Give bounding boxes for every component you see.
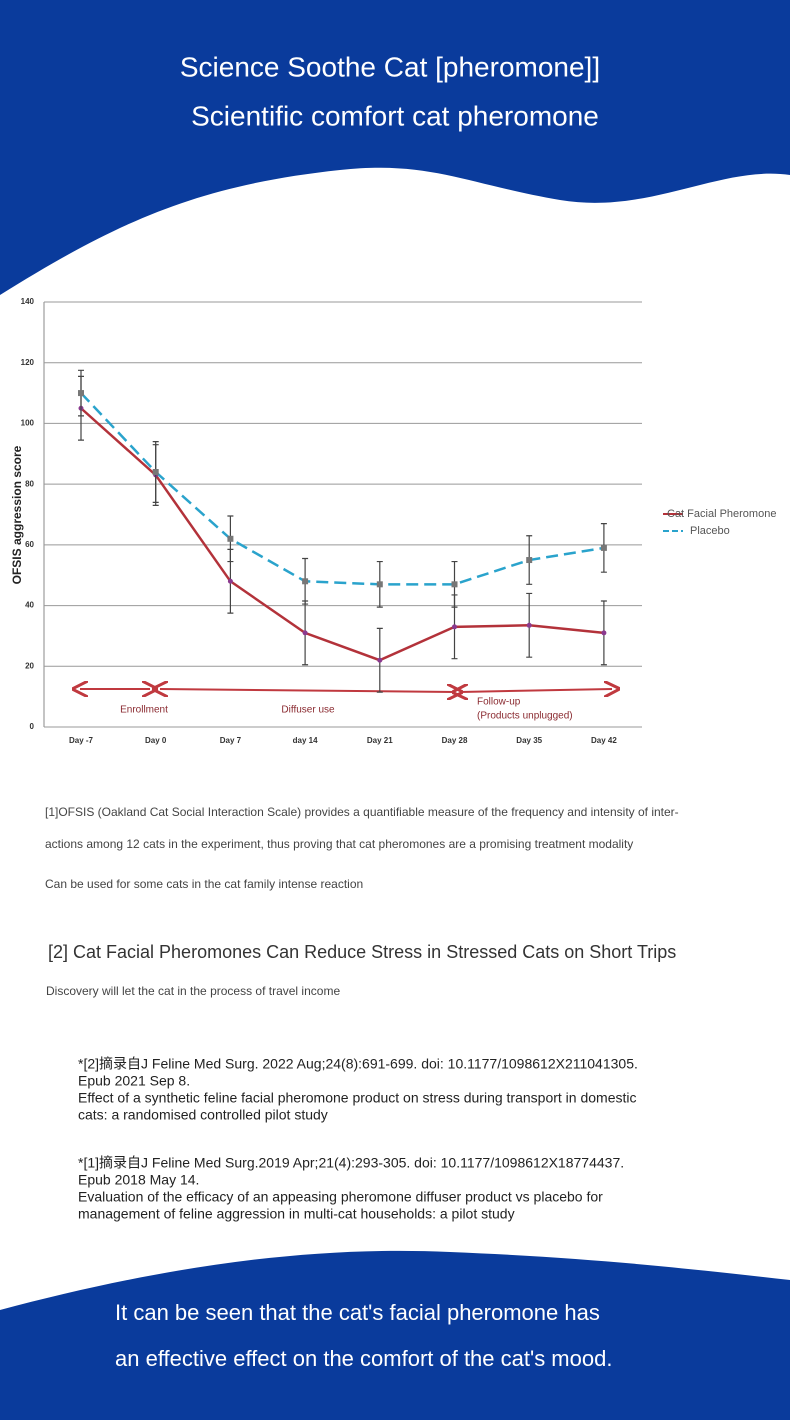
- note-heading: [2] Cat Facial Pheromones Can Reduce Str…: [48, 942, 676, 962]
- legend-label: Cat Facial Pheromone: [667, 508, 776, 520]
- reference-line: cats: a randomised controlled pilot stud…: [78, 1107, 328, 1123]
- page-title: Science Soothe Cat [pheromone]]: [180, 51, 600, 82]
- top-wave: [0, 0, 790, 295]
- series-line: [80, 407, 605, 662]
- y-tick-label: 120: [21, 358, 35, 367]
- reference-line: management of feline aggression in multi…: [78, 1206, 515, 1222]
- y-axis-label: OFSIS aggression score: [10, 445, 24, 584]
- x-tick-label: Day 21: [367, 736, 393, 745]
- data-point: [152, 469, 159, 475]
- data-point: [227, 578, 233, 584]
- reference-line: Epub 2021 Sep 8.: [78, 1073, 190, 1089]
- note-line: [1]OFSIS (Oakland Cat Social Interaction…: [45, 805, 679, 819]
- footer-line: It can be seen that the cat's facial phe…: [115, 1300, 600, 1325]
- y-tick-label: 100: [21, 419, 35, 428]
- note-usage: Can be used for some cats in the cat fam…: [45, 877, 363, 891]
- data-point: [302, 578, 309, 585]
- bottom-wave: [0, 1250, 790, 1420]
- reference-line: *[2]摘录自J Feline Med Surg. 2022 Aug;24(8)…: [78, 1056, 638, 1072]
- references: *[2]摘录自J Feline Med Surg. 2022 Aug;24(8)…: [78, 1056, 638, 1222]
- legend-label: Placebo: [690, 525, 730, 537]
- x-tick-label: Day 28: [442, 736, 468, 745]
- series-line: [80, 392, 605, 586]
- x-tick-label: day 14: [293, 736, 318, 745]
- y-tick-label: 80: [25, 479, 34, 488]
- phase-arrow: [460, 689, 612, 692]
- chart: OFSIS aggression score Enrollment Diffus…: [10, 297, 776, 745]
- data-point: [78, 390, 84, 397]
- data-point: [601, 630, 607, 636]
- x-tick-label: Day 35: [516, 736, 542, 745]
- x-tick-label: Day -7: [69, 736, 94, 745]
- phase-label: Follow-up: [477, 697, 521, 708]
- phase-label: Diffuser use: [281, 705, 335, 716]
- note-line: actions among 12 cats in the experiment,…: [45, 837, 633, 851]
- y-tick-label: 60: [25, 540, 34, 549]
- y-tick-label: 140: [21, 297, 35, 306]
- data-point: [376, 581, 383, 588]
- reference-line: *[1]摘录自J Feline Med Surg.2019 Apr;21(4):…: [78, 1155, 624, 1171]
- x-tick-label: Day 0: [145, 736, 167, 745]
- y-tick-label: 40: [25, 601, 34, 610]
- data-point: [452, 624, 457, 630]
- note-discovery: Discovery will let the cat in the proces…: [46, 984, 340, 998]
- x-tick-label: Day 42: [591, 736, 617, 745]
- data-point: [526, 622, 532, 628]
- phase-arrow: [160, 689, 455, 692]
- y-tick-label: 0: [30, 722, 35, 731]
- page-subtitle: Scientific comfort cat pheromone: [191, 100, 599, 131]
- phase-label: Enrollment: [120, 705, 168, 716]
- data-point: [377, 657, 383, 663]
- data-point: [451, 581, 458, 588]
- reference-line: Epub 2018 May 14.: [78, 1172, 199, 1188]
- data-point: [302, 630, 308, 636]
- reference-line: Effect of a synthetic feline facial pher…: [78, 1090, 636, 1106]
- data-point: [600, 544, 607, 551]
- phase-label: (Products unplugged): [477, 711, 573, 722]
- data-point: [227, 535, 234, 542]
- reference-line: Evaluation of the efficacy of an appeasi…: [78, 1189, 603, 1205]
- footer-line: an effective effect on the comfort of th…: [115, 1346, 612, 1371]
- y-tick-label: 20: [25, 661, 34, 670]
- x-tick-label: Day 7: [220, 736, 242, 745]
- data-point: [526, 557, 533, 564]
